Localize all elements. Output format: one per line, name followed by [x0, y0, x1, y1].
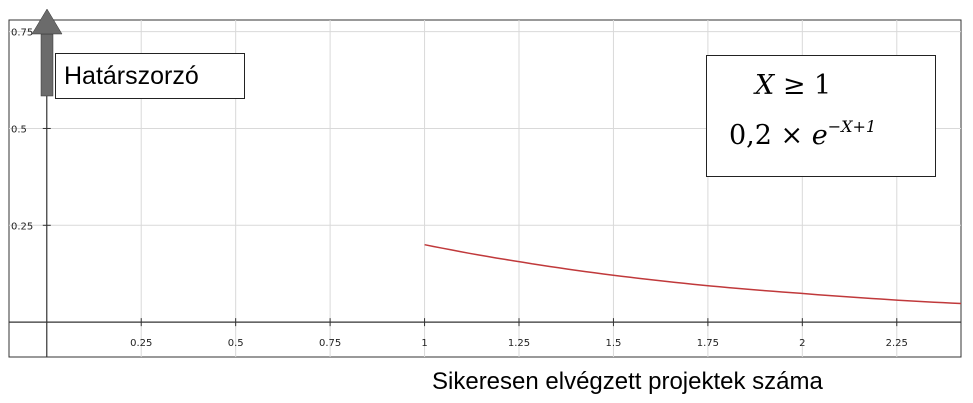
x-tick-label: 2: [799, 338, 805, 349]
formula-exponent: −X+1: [827, 117, 877, 136]
formula-condition: X ≥ 1: [755, 70, 831, 101]
y-tick-labels: 0.25 0.5 0.75: [11, 28, 33, 233]
y-tick-label: 0.75: [11, 28, 33, 39]
y-axis-label: Határszorzó: [55, 53, 245, 99]
x-tick-label: 1.25: [508, 338, 530, 349]
x-tick-label: 0.25: [130, 338, 152, 349]
y-axis-arrow-icon: [31, 8, 63, 97]
x-tick-label: 1: [421, 338, 427, 349]
x-tick-label: 2.25: [886, 338, 908, 349]
formula-e: e: [811, 120, 828, 151]
x-tick-label: 1.5: [605, 338, 621, 349]
y-tick-label: 0.5: [11, 124, 27, 135]
y-tick-label: 0.25: [11, 221, 33, 232]
formula-coefficient: 0,2 ×: [729, 120, 812, 151]
x-axis-label: Sikeresen elvégzett projektek száma: [410, 361, 973, 403]
formula-inequality: ≥ 1: [774, 70, 832, 101]
x-tick-label: 0.5: [228, 338, 244, 349]
formula-annotation: X ≥ 1 0,2 × e−X+1: [706, 55, 936, 177]
x-tick-label: 1.75: [697, 338, 719, 349]
series-line: [424, 243, 962, 305]
x-tick-label: 0.75: [319, 338, 341, 349]
formula-expression: 0,2 × e−X+1: [729, 117, 877, 151]
x-tick-labels: 0.25 0.5 0.75 1 1.25 1.5 1.75 2 2.25: [130, 338, 908, 349]
formula-variable: X: [755, 70, 775, 101]
